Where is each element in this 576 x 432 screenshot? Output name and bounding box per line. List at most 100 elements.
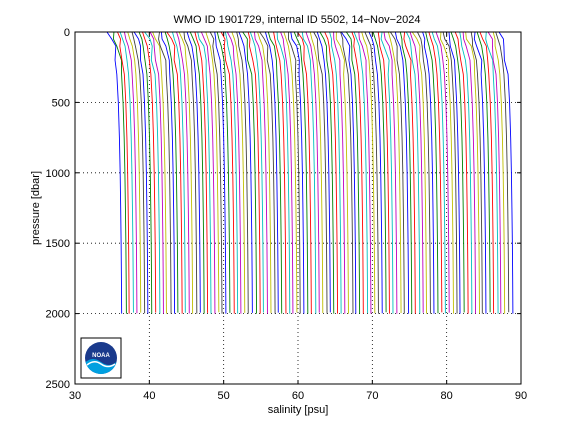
profile-line [249,31,264,313]
profile-line [399,31,413,314]
profile-line [492,31,506,314]
profile-line [160,31,176,314]
profile-line [106,31,123,314]
profile-line [216,31,231,313]
profile-line [390,31,405,314]
profile-line [324,31,339,314]
y-tick-label: 2500 [46,379,70,391]
profile-line [127,31,142,313]
profile-line [448,31,461,314]
profile-line [345,31,361,314]
profile-line [454,31,469,314]
profile-line [411,31,427,314]
profile-line [465,31,480,314]
profile-line [428,31,443,313]
profile-line [172,31,186,313]
profile-line [329,31,342,314]
profile-line [450,31,465,313]
profile-line [459,31,473,314]
profile-line [305,31,320,313]
profile-line [254,31,268,314]
profile-line [226,31,242,314]
profile-line [293,31,309,314]
profile-line [231,31,246,313]
profile-line [473,31,487,314]
profile-line [417,31,431,314]
profile-line [197,31,212,314]
profile-line [236,31,249,314]
profile-line [288,31,301,314]
profile-line [176,31,190,314]
profile-line [383,31,398,314]
profile-line [149,31,164,314]
y-tick-label: 0 [64,27,70,39]
profile-line [131,31,146,314]
x-tick-label: 80 [441,390,453,402]
profile-line [280,31,294,314]
profile-line [495,31,510,313]
y-axis: 0 500 1000 1500 2000 2500 [46,27,521,391]
profile-line [353,31,369,314]
profile-line [319,31,335,314]
x-axis: 30 40 50 60 70 80 90 [69,32,527,402]
profile-line [273,31,287,314]
profile-line [377,31,390,314]
profile-line [403,31,416,314]
profile-line [387,31,402,313]
x-tick-label: 70 [366,390,378,402]
profile-line [257,31,272,314]
profile-line [439,31,454,314]
x-tick-label: 50 [218,390,230,402]
profile-line [333,31,346,314]
profile-line [470,31,483,314]
profile-line [361,31,376,314]
noaa-logo: NOAA [80,337,122,379]
x-axis-label: salinity [psu] [268,404,329,416]
profile-line [394,31,410,314]
x-tick-label: 40 [143,390,155,402]
profile-line [372,31,387,313]
profile-line [364,31,379,314]
profile-line [144,31,161,314]
profile-line [462,31,477,314]
profile-line [178,31,194,314]
profile-line [166,31,183,314]
profile-line [422,31,435,314]
profile-line [242,31,257,314]
profile-line [205,31,220,313]
profile-line [487,31,502,314]
profile-line [183,31,198,314]
profile-line [380,31,394,314]
profile-line [238,31,253,313]
profile-line [358,31,372,314]
profile-line [164,31,179,313]
plot-area: 30 40 50 60 70 80 90 0 500 1000 1500 2000 2500 [46,27,528,402]
salinity-profiles [106,31,514,314]
profile-line [498,31,514,314]
profile-line [220,31,235,314]
profile-line [479,31,495,314]
profile-line [435,31,450,313]
profile-line [158,31,172,314]
profile-line [351,31,364,314]
profile-line [224,31,239,314]
profile-line [133,31,149,314]
grid-lines [75,32,521,384]
profile-line [142,31,157,313]
profile-line [119,31,134,313]
chart-title: WMO ID 1901729, internal ID 5502, 14−Nov… [173,14,420,26]
x-tick-label: 30 [69,390,81,402]
profile-line [214,31,227,314]
profile-line [123,31,138,314]
profile-line [340,31,354,314]
x-tick-label: 90 [515,390,527,402]
y-tick-label: 1500 [46,238,70,250]
profile-line [247,31,261,314]
profile-line [485,31,499,314]
profile-line [476,31,491,313]
profile-line [442,31,458,314]
profile-line [431,31,446,314]
profile-line [138,31,153,314]
y-tick-label: 1000 [46,168,70,180]
